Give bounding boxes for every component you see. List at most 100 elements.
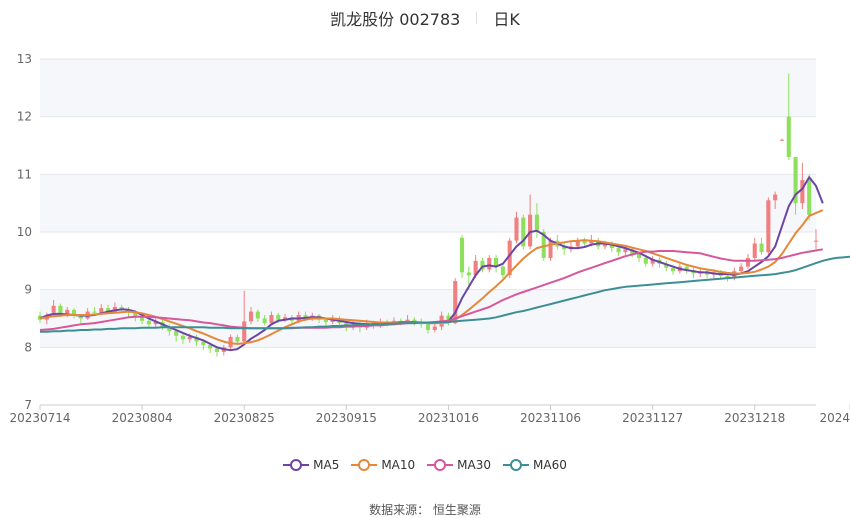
data-source: 数据来源： 恒生聚源: [0, 501, 850, 518]
x-tick-label: 20231106: [520, 411, 581, 425]
candle-body: [636, 253, 642, 258]
candle-body: [112, 306, 117, 312]
candle-body: [262, 318, 267, 324]
candle-body: [174, 331, 179, 336]
candle-body: [194, 336, 199, 342]
candle-body: [500, 266, 505, 276]
candle-body: [242, 321, 247, 342]
legend-label: MA10: [381, 458, 416, 472]
candle-body: [800, 180, 805, 204]
candle-body: [432, 326, 437, 331]
chart-legend: MA5 MA10 MA30 MA60: [0, 458, 850, 472]
candle-body: [214, 348, 220, 352]
legend-item-ma30[interactable]: MA30: [427, 458, 491, 472]
candle-body: [255, 311, 260, 319]
candle-body: [507, 240, 512, 276]
stock-title: 凯龙股份 002783: [330, 10, 461, 29]
candle-body: [616, 248, 621, 253]
candle-body: [786, 116, 791, 158]
x-tick-label: 20230915: [316, 411, 377, 425]
candle-body: [773, 194, 778, 201]
chart-header: 凯龙股份 002783 日K: [0, 6, 850, 30]
legend-label: MA60: [533, 458, 567, 472]
x-tick-label: 20230714: [9, 411, 70, 425]
candle-body: [739, 266, 744, 272]
legend-marker-icon: [351, 459, 378, 471]
candle-body: [589, 240, 594, 244]
candle-body: [412, 319, 417, 322]
legend-item-ma5[interactable]: MA5: [283, 458, 339, 472]
candle-body: [745, 257, 750, 267]
candle-body: [228, 336, 233, 348]
x-tick-label: 20231218: [724, 411, 785, 425]
y-tick-label: 13: [17, 52, 32, 66]
x-tick-label: 20231016: [418, 411, 479, 425]
candle-body: [609, 243, 614, 249]
candle-body: [201, 341, 206, 346]
candle-body: [514, 217, 519, 241]
candle-body: [133, 312, 138, 318]
candle-body: [650, 259, 655, 264]
candle-body: [582, 240, 587, 244]
candle-body: [303, 315, 308, 319]
candle-body: [684, 266, 689, 271]
candle-body: [51, 305, 56, 313]
candle-body: [473, 260, 478, 276]
legend-marker-icon: [283, 459, 310, 471]
period-label[interactable]: 日K: [493, 10, 520, 29]
candle-body: [528, 214, 533, 247]
candle-body: [779, 139, 785, 141]
candle-body: [480, 260, 485, 270]
header-divider: [476, 12, 478, 24]
candle-body: [766, 200, 771, 253]
candle-body: [276, 315, 281, 320]
candle-body: [575, 240, 580, 247]
candle-body: [630, 249, 635, 254]
source-label: 数据来源：: [369, 503, 430, 517]
candle-body: [78, 315, 83, 319]
x-tick-label: 20231127: [622, 411, 683, 425]
legend-marker-icon: [427, 459, 454, 471]
candle-body: [269, 315, 274, 324]
candle-body: [548, 240, 553, 258]
y-tick-label: 12: [17, 110, 32, 124]
candle-body: [643, 257, 648, 264]
source-value: 恒生聚源: [432, 503, 481, 517]
candle-body: [487, 257, 492, 270]
grid-band: [40, 289, 816, 348]
candle-body: [521, 217, 526, 247]
x-tick-label: 20240108: [819, 411, 850, 425]
candle-body: [180, 335, 185, 340]
candle-body: [425, 324, 431, 331]
y-tick-label: 7: [24, 398, 32, 412]
legend-label: MA5: [313, 458, 340, 472]
candle-body: [187, 336, 192, 340]
y-tick-label: 8: [24, 340, 32, 354]
candle-body: [534, 214, 539, 232]
legend-item-ma10[interactable]: MA10: [351, 458, 415, 472]
y-tick-label: 11: [17, 167, 32, 181]
candle-body: [664, 263, 669, 268]
candle-body: [248, 311, 254, 322]
legend-marker-icon: [503, 459, 530, 471]
candle-body: [140, 317, 145, 321]
candle-body: [671, 267, 676, 272]
candle-body: [453, 281, 458, 324]
candle-body: [466, 272, 471, 276]
candle-body: [58, 305, 63, 314]
candle-body: [602, 243, 608, 247]
candle-body: [119, 306, 124, 310]
candle-body: [167, 326, 172, 332]
candle-body: [92, 311, 97, 313]
candle-body: [759, 243, 764, 253]
candle-body: [623, 249, 628, 253]
candle-body: [494, 257, 499, 267]
candle-body: [208, 345, 213, 349]
x-tick-label: 20230804: [112, 411, 173, 425]
candle-body: [99, 308, 104, 313]
y-tick-label: 9: [24, 283, 32, 297]
legend-item-ma60[interactable]: MA60: [503, 458, 567, 472]
candle-body: [752, 243, 757, 258]
x-tick-label: 20230825: [214, 411, 275, 425]
